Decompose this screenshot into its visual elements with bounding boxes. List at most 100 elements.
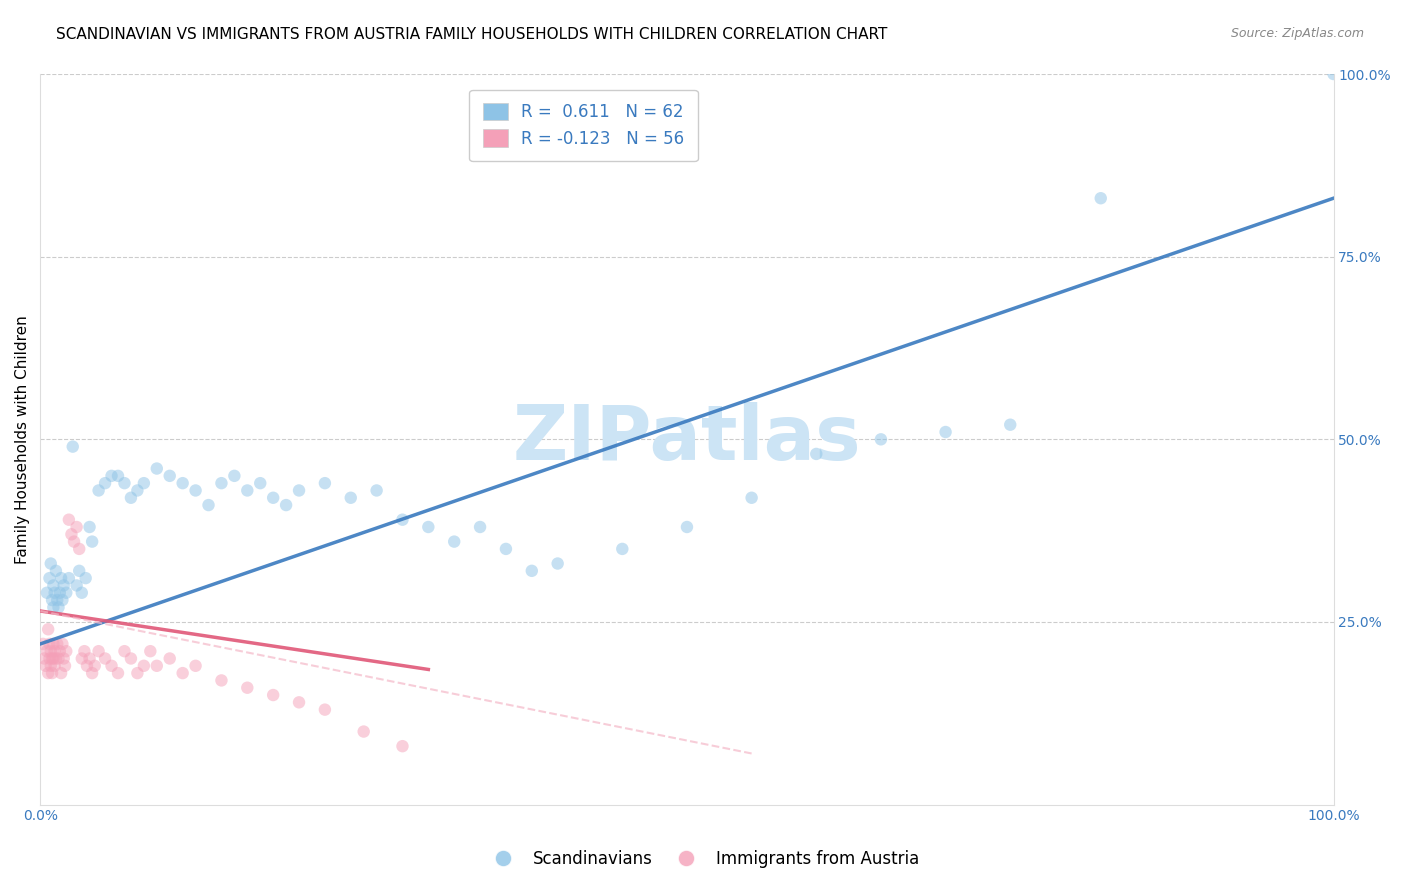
Point xyxy=(184,658,207,673)
Point xyxy=(35,586,58,600)
Point xyxy=(547,557,569,571)
Point xyxy=(39,658,62,673)
Point xyxy=(132,476,155,491)
Point xyxy=(42,578,65,592)
Point xyxy=(236,681,259,695)
Point xyxy=(314,703,336,717)
Point xyxy=(35,644,58,658)
Point xyxy=(42,651,65,665)
Point xyxy=(172,666,194,681)
Point xyxy=(83,658,105,673)
Point xyxy=(48,600,70,615)
Point xyxy=(45,564,67,578)
Point xyxy=(1000,417,1022,432)
Point xyxy=(65,520,87,534)
Point xyxy=(495,541,517,556)
Point xyxy=(100,468,122,483)
Point xyxy=(391,513,413,527)
Point xyxy=(60,527,83,541)
Point xyxy=(262,688,284,702)
Point xyxy=(76,658,98,673)
Point xyxy=(274,498,297,512)
Point xyxy=(49,666,72,681)
Text: ZIPatlas: ZIPatlas xyxy=(513,402,862,476)
Point xyxy=(79,651,101,665)
Point xyxy=(87,644,110,658)
Point xyxy=(353,724,375,739)
Point xyxy=(45,651,67,665)
Point xyxy=(52,651,75,665)
Point xyxy=(67,564,90,578)
Point xyxy=(32,637,55,651)
Point xyxy=(75,571,97,585)
Point xyxy=(49,586,72,600)
Point xyxy=(443,534,465,549)
Point xyxy=(62,440,84,454)
Text: Source: ZipAtlas.com: Source: ZipAtlas.com xyxy=(1230,27,1364,40)
Point xyxy=(38,571,60,585)
Point xyxy=(70,651,93,665)
Point xyxy=(741,491,763,505)
Point xyxy=(82,534,104,549)
Point xyxy=(44,644,66,658)
Point xyxy=(34,651,56,665)
Point xyxy=(146,461,169,475)
Point xyxy=(107,468,129,483)
Point xyxy=(127,666,149,681)
Point xyxy=(935,425,957,439)
Legend: Scandinavians, Immigrants from Austria: Scandinavians, Immigrants from Austria xyxy=(479,844,927,875)
Point xyxy=(46,637,69,651)
Point xyxy=(41,593,63,607)
Point xyxy=(55,586,77,600)
Point xyxy=(172,476,194,491)
Y-axis label: Family Households with Children: Family Households with Children xyxy=(15,315,30,564)
Point xyxy=(114,476,136,491)
Point xyxy=(211,476,233,491)
Point xyxy=(806,447,828,461)
Text: SCANDINAVIAN VS IMMIGRANTS FROM AUSTRIA FAMILY HOUSEHOLDS WITH CHILDREN CORRELAT: SCANDINAVIAN VS IMMIGRANTS FROM AUSTRIA … xyxy=(56,27,887,42)
Point xyxy=(82,666,104,681)
Point xyxy=(73,644,96,658)
Point xyxy=(139,644,162,658)
Point xyxy=(41,666,63,681)
Point xyxy=(391,739,413,754)
Point xyxy=(211,673,233,688)
Point xyxy=(63,534,86,549)
Point xyxy=(146,658,169,673)
Point xyxy=(676,520,699,534)
Point xyxy=(114,644,136,658)
Point xyxy=(38,637,60,651)
Point xyxy=(159,468,181,483)
Point xyxy=(38,651,60,665)
Point xyxy=(249,476,271,491)
Point xyxy=(52,578,75,592)
Point xyxy=(236,483,259,498)
Point xyxy=(159,651,181,665)
Point xyxy=(184,483,207,498)
Point xyxy=(262,491,284,505)
Point xyxy=(224,468,246,483)
Point xyxy=(107,666,129,681)
Point xyxy=(288,483,311,498)
Point xyxy=(468,520,491,534)
Point xyxy=(339,491,361,505)
Point xyxy=(65,578,87,592)
Point xyxy=(51,637,73,651)
Point xyxy=(48,651,70,665)
Point xyxy=(612,541,634,556)
Point xyxy=(42,600,65,615)
Point xyxy=(87,483,110,498)
Point xyxy=(132,658,155,673)
Point xyxy=(39,557,62,571)
Point xyxy=(51,593,73,607)
Point xyxy=(55,644,77,658)
Point xyxy=(288,695,311,709)
Point xyxy=(37,622,59,636)
Point xyxy=(127,483,149,498)
Point xyxy=(39,644,62,658)
Point xyxy=(70,586,93,600)
Point xyxy=(44,586,66,600)
Point xyxy=(58,513,80,527)
Point xyxy=(520,564,543,578)
Point xyxy=(418,520,440,534)
